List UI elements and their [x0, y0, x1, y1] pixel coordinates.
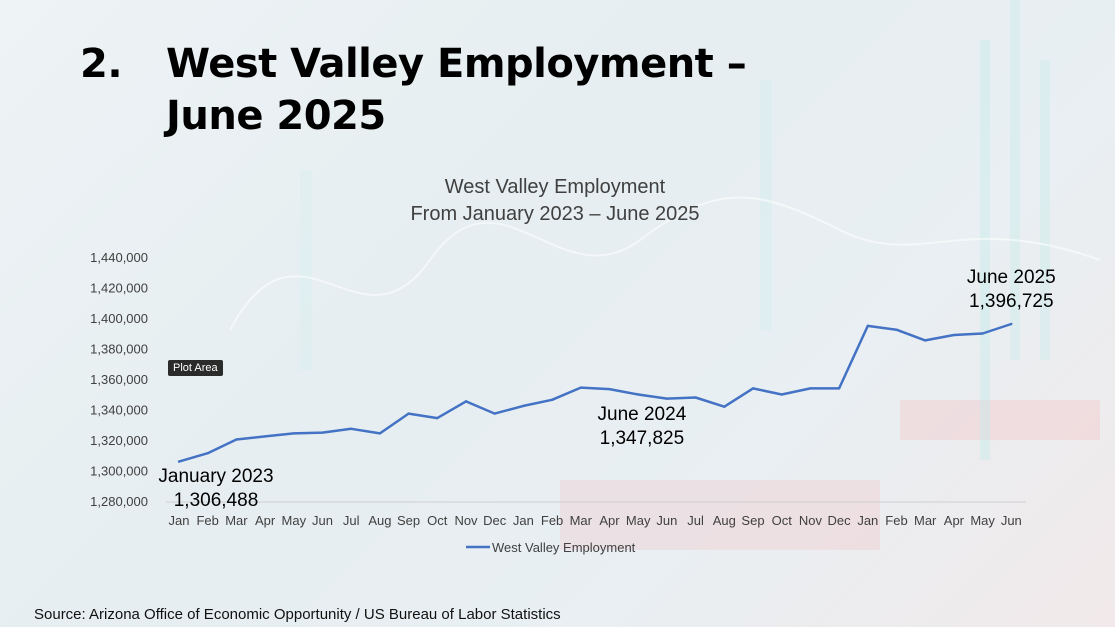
data-point	[436, 416, 439, 420]
x-tick-label: Sep	[741, 513, 764, 528]
data-point	[522, 404, 525, 408]
data-point	[837, 387, 841, 390]
x-tick-label: Jun	[656, 513, 677, 528]
y-tick-label: 1,380,000	[90, 342, 148, 357]
data-point	[579, 386, 582, 389]
data-point	[493, 412, 496, 415]
data-point	[378, 432, 382, 435]
data-point	[1010, 322, 1013, 326]
x-tick-label: Mar	[914, 513, 937, 528]
slide-number: 2.	[80, 41, 123, 87]
x-tick-label: Feb	[541, 513, 563, 528]
data-point	[751, 387, 755, 390]
y-tick-label: 1,300,000	[90, 464, 148, 479]
data-point	[177, 460, 181, 463]
data-point	[206, 452, 209, 455]
x-tick-label: Jan	[857, 513, 878, 528]
x-tick-label: May	[970, 513, 995, 528]
x-tick-label: Jul	[343, 513, 360, 528]
x-tick-label: Dec	[828, 513, 852, 528]
x-tick-label: Apr	[255, 513, 276, 528]
data-point	[235, 438, 238, 441]
chart-title: West Valley Employment	[444, 176, 666, 198]
x-tick-label: Sep	[397, 513, 420, 528]
data-label-title: June 2024	[598, 404, 687, 425]
x-tick-label: Jul	[687, 513, 704, 528]
data-point	[350, 427, 353, 430]
data-point	[780, 393, 783, 396]
data-point	[981, 332, 984, 335]
x-tick-label: Dec	[483, 513, 507, 528]
x-tick-label: Mar	[570, 513, 593, 528]
y-tick-label: 1,400,000	[90, 311, 148, 326]
x-tick-label: Jun	[312, 513, 333, 528]
data-point	[809, 387, 812, 390]
y-tick-label: 1,340,000	[90, 403, 148, 418]
y-tick-label: 1,280,000	[90, 494, 148, 509]
data-point	[464, 400, 468, 403]
data-point	[895, 328, 898, 331]
data-point	[952, 333, 956, 337]
x-tick-label: Nov	[454, 513, 478, 528]
data-label-title: January 2023	[158, 466, 273, 487]
plot-area-tooltip: Plot Area	[168, 360, 223, 376]
y-tick-label: 1,440,000	[90, 250, 148, 265]
x-tick-label: Feb	[885, 513, 907, 528]
data-point	[665, 397, 669, 400]
x-tick-label: May	[282, 513, 307, 528]
x-tick-label: Oct	[427, 513, 448, 528]
data-label-value: 1,306,488	[174, 490, 259, 511]
slide-title-line1: West Valley Employment –	[166, 41, 747, 87]
slide-title-line2: June 2025	[166, 93, 386, 139]
x-tick-label: Feb	[196, 513, 218, 528]
data-point	[924, 339, 927, 342]
data-point	[723, 405, 726, 408]
x-tick-label: Aug	[713, 513, 736, 528]
x-tick-label: Apr	[599, 513, 620, 528]
x-tick-label: Jun	[1001, 513, 1022, 528]
data-point	[292, 432, 295, 435]
data-label-value: 1,347,825	[600, 428, 685, 449]
legend-label: West Valley Employment	[492, 540, 636, 555]
data-point	[321, 431, 324, 434]
y-tick-label: 1,420,000	[90, 281, 148, 296]
x-tick-label: May	[626, 513, 651, 528]
series-line-west-valley-employment	[178, 322, 1012, 463]
data-label-title: June 2025	[967, 267, 1056, 288]
data-point	[694, 396, 697, 399]
data-point	[550, 398, 554, 402]
x-tick-label: Mar	[225, 513, 248, 528]
data-point	[866, 324, 869, 328]
data-point	[263, 435, 267, 438]
x-tick-label: Oct	[772, 513, 793, 528]
data-point	[608, 387, 611, 391]
x-tick-label: Aug	[368, 513, 391, 528]
x-tick-label: Jan	[513, 513, 534, 528]
x-tick-label: Apr	[944, 513, 965, 528]
x-tick-label: Jan	[169, 513, 190, 528]
chart-subtitle: From January 2023 – June 2025	[410, 203, 700, 225]
slide-title: 2. West Valley Employment – June 2025	[80, 38, 747, 142]
y-tick-label: 1,320,000	[90, 433, 148, 448]
x-tick-label: Nov	[799, 513, 823, 528]
y-tick-label: 1,360,000	[90, 372, 148, 387]
source-note: Source: Arizona Office of Economic Oppor…	[34, 606, 561, 623]
data-point	[637, 393, 640, 396]
data-point	[407, 412, 410, 415]
data-label-value: 1,396,725	[969, 291, 1054, 312]
